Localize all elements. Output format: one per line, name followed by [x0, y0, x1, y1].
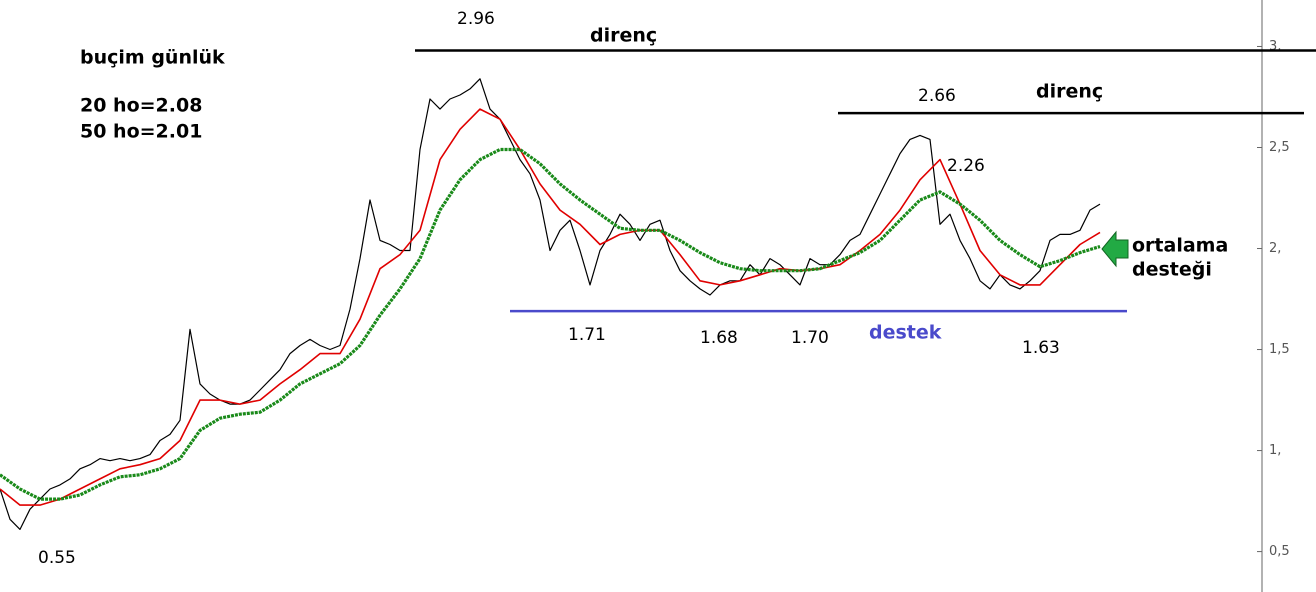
callout: ortalama — [1132, 235, 1228, 257]
annotation: 2.66 — [918, 86, 956, 106]
y-tick-label: 1,5 — [1269, 342, 1290, 357]
annotation: 1.63 — [1022, 338, 1060, 358]
annotation: direnç — [1036, 81, 1103, 103]
annotation: 1.71 — [568, 325, 606, 345]
callout: desteği — [1132, 259, 1212, 281]
annotation: 2.26 — [947, 156, 985, 176]
note: 20 ho=2.08 — [80, 95, 202, 117]
y-tick-label: 0,5 — [1269, 544, 1290, 559]
moving-average — [0, 108, 1101, 506]
annotation: direnç — [590, 25, 657, 47]
y-tick-label: 2, — [1269, 241, 1281, 256]
annotation: 1.68 — [700, 328, 738, 348]
note: buçim günlük — [80, 47, 225, 69]
annotation: destek — [869, 322, 942, 344]
y-tick-label: 1, — [1269, 443, 1281, 458]
note: 50 ho=2.01 — [80, 121, 202, 143]
y-tick-label: 2,5 — [1269, 140, 1290, 155]
annotation: 2.96 — [457, 9, 495, 29]
annotation: 1.70 — [791, 328, 829, 348]
moving-average — [0, 147, 1101, 501]
price-line — [0, 78, 1101, 530]
arrow — [1101, 230, 1129, 268]
annotation: 0.55 — [38, 548, 76, 568]
